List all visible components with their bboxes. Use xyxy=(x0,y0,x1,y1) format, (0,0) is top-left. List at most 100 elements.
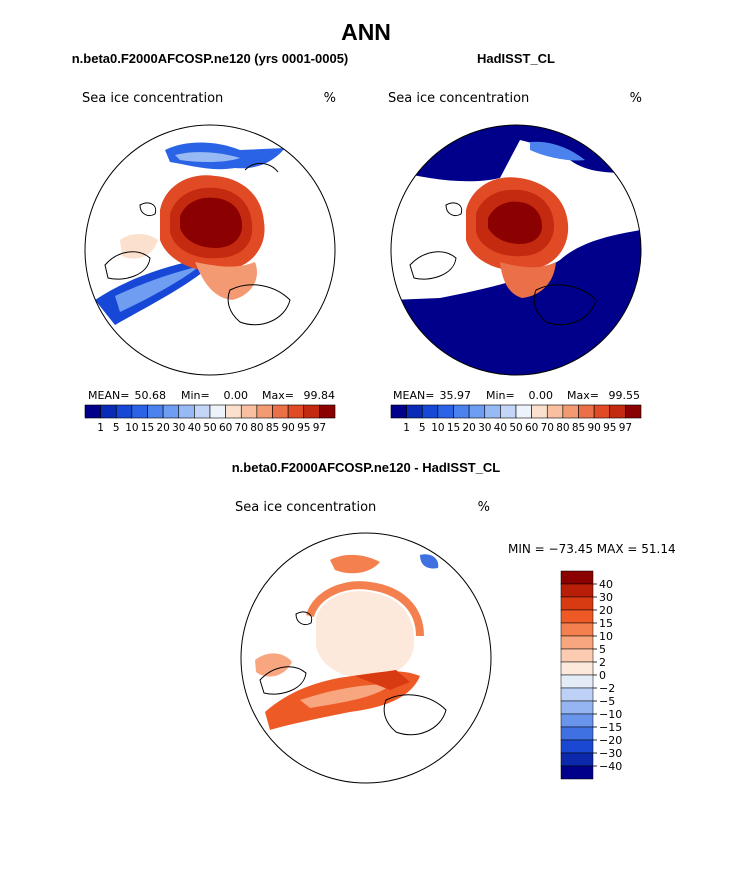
panel-model-subtitle: n.beta0.F2000AFCOSP.ne120 (yrs 0001-0005… xyxy=(72,51,349,66)
colorbar-obs-swatch-2 xyxy=(421,404,439,419)
colorbar-model-swatch-12 xyxy=(272,404,289,419)
panel-model-max-label: Max= xyxy=(262,389,294,402)
panel-obs-variable: Sea ice concentration xyxy=(388,91,529,106)
panel-diff-subtitle: n.beta0.F2000AFCOSP.ne120 - HadISST_CL xyxy=(232,460,501,475)
panel-obs-mean: 35.97 xyxy=(440,389,472,402)
colorbar-obs-label-10: 80 xyxy=(556,422,569,434)
colorbar-obs: 1 5 10 15 20 30 40 50 60 70 80 85 90 95 97 xyxy=(390,404,642,434)
colorbar-diff-swatch-9 xyxy=(560,687,594,702)
panel-model-min: 0.00 xyxy=(224,389,249,402)
colorbar-diff-label-8: −2 xyxy=(599,682,615,695)
panel-diff-minmax: MIN = −73.45 MAX = 51.14 xyxy=(508,542,676,556)
colorbar-diff-swatch-6 xyxy=(560,648,594,663)
panel-obs-mean-label: MEAN= xyxy=(393,389,434,402)
colorbar-obs-swatch-4 xyxy=(453,404,470,419)
colorbar-diff-label-7: 0 xyxy=(599,669,606,682)
colorbar-model-swatch-15 xyxy=(319,404,336,419)
colorbar-diff-label-2: 20 xyxy=(599,604,613,617)
colorbar-obs-label-4: 20 xyxy=(462,422,475,434)
colorbar-obs-swatch-11 xyxy=(562,404,579,419)
colorbar-model: 1 5 10 15 20 30 40 50 60 70 80 85 90 95 97 xyxy=(84,404,336,434)
colorbar-model-label-7: 50 xyxy=(203,422,216,434)
panel-model-stats: MEAN= 50.68 Min= 0.00 Max= 99.84 xyxy=(88,389,335,402)
colorbar-obs-label-12: 90 xyxy=(587,422,600,434)
colorbar-model-swatch-5 xyxy=(162,404,180,419)
panel-model-mean-label: MEAN= xyxy=(88,389,129,402)
colorbar-obs-label-2: 10 xyxy=(431,422,444,434)
colorbar-model-label-10: 80 xyxy=(250,422,263,434)
colorbar-diff-swatch-4 xyxy=(560,622,594,637)
colorbar-model-swatch-3 xyxy=(131,404,148,419)
colorbar-obs-swatch-13 xyxy=(593,404,611,419)
colorbar-obs-swatch-14 xyxy=(609,404,626,419)
panel-obs-max-label: Max= xyxy=(567,389,599,402)
panel-obs-boundary xyxy=(390,124,642,376)
colorbar-model-label-5: 30 xyxy=(172,422,185,434)
colorbar-diff-swatch-14 xyxy=(560,752,594,767)
colorbar-obs-swatch-10 xyxy=(546,404,564,419)
colorbar-model-swatch-8 xyxy=(209,404,226,419)
colorbar-model-swatch-9 xyxy=(225,404,242,419)
colorbar-diff-label-14: −40 xyxy=(599,760,622,773)
panel-obs-min-label: Min= xyxy=(486,389,515,402)
colorbar-diff-swatch-3 xyxy=(560,609,594,624)
colorbar-model-swatch-1 xyxy=(100,404,117,419)
colorbar-diff-swatch-15 xyxy=(560,765,594,780)
colorbar-obs-swatch-9 xyxy=(531,404,548,419)
colorbar-obs-swatch-3 xyxy=(437,404,454,419)
colorbar-model-label-2: 10 xyxy=(125,422,138,434)
colorbar-model-label-6: 40 xyxy=(188,422,201,434)
panel-obs-min: 0.00 xyxy=(529,389,554,402)
panel-obs-stats: MEAN= 35.97 Min= 0.00 Max= 99.55 xyxy=(393,389,640,402)
colorbar-diff-label-0: 40 xyxy=(599,578,613,591)
colorbar-model-label-9: 70 xyxy=(235,422,248,434)
panel-model-mean: 50.68 xyxy=(135,389,167,402)
colorbar-model-swatch-13 xyxy=(287,404,305,419)
colorbar-diff-swatch-1 xyxy=(560,583,594,598)
colorbar-diff-swatch-8 xyxy=(560,674,594,689)
colorbar-obs-label-3: 15 xyxy=(447,422,460,434)
panel-obs-subtitle: HadISST_CL xyxy=(477,51,555,66)
panel-model-units: % xyxy=(324,91,336,106)
colorbar-model-label-8: 60 xyxy=(219,422,232,434)
panel-diff-units: % xyxy=(478,500,490,515)
colorbar-diff-swatch-5 xyxy=(560,635,594,650)
colorbar-diff-label-12: −20 xyxy=(599,734,622,747)
colorbar-diff-label-13: −30 xyxy=(599,747,622,760)
panel-obs-max: 99.55 xyxy=(609,389,641,402)
colorbar-diff-swatch-0 xyxy=(560,570,594,585)
colorbar-model-label-0: 1 xyxy=(97,422,104,434)
colorbar-model-swatch-6 xyxy=(178,404,195,419)
panel-model-map xyxy=(85,125,335,375)
colorbar-model-label-1: 5 xyxy=(113,422,120,434)
colorbar-obs-label-5: 30 xyxy=(478,422,491,434)
colorbar-obs-swatch-1 xyxy=(406,404,423,419)
colorbar-obs-label-1: 5 xyxy=(419,422,426,434)
panel-model-max: 99.84 xyxy=(304,389,336,402)
colorbar-diff-swatch-2 xyxy=(560,596,594,611)
colorbar-obs-swatch-15 xyxy=(625,404,642,419)
colorbar-model-swatch-10 xyxy=(240,404,258,419)
colorbar-obs-swatch-7 xyxy=(500,404,517,419)
colorbar-model-swatch-14 xyxy=(303,404,320,419)
colorbar-diff-swatch-13 xyxy=(560,739,594,754)
colorbar-diff-label-11: −15 xyxy=(599,721,622,734)
colorbar-obs-swatch-12 xyxy=(578,404,595,419)
colorbar-diff-label-4: 10 xyxy=(599,630,613,643)
colorbar-obs-label-9: 70 xyxy=(541,422,554,434)
colorbar-obs-swatch-8 xyxy=(515,404,532,419)
colorbar-obs-label-7: 50 xyxy=(509,422,522,434)
colorbar-diff-label-10: −10 xyxy=(599,708,622,721)
colorbar-obs-label-14: 97 xyxy=(619,422,632,434)
colorbar-model-label-11: 85 xyxy=(266,422,279,434)
colorbar-obs-label-11: 85 xyxy=(572,422,585,434)
colorbar-model-label-3: 15 xyxy=(141,422,154,434)
colorbar-diff-swatch-11 xyxy=(560,713,594,728)
colorbar-obs-label-8: 60 xyxy=(525,422,538,434)
colorbar-model-swatch-4 xyxy=(147,404,164,419)
colorbar-diff-label-9: −5 xyxy=(599,695,615,708)
panel-diff-map xyxy=(241,533,491,783)
colorbar-diff-label-3: 15 xyxy=(599,617,613,630)
